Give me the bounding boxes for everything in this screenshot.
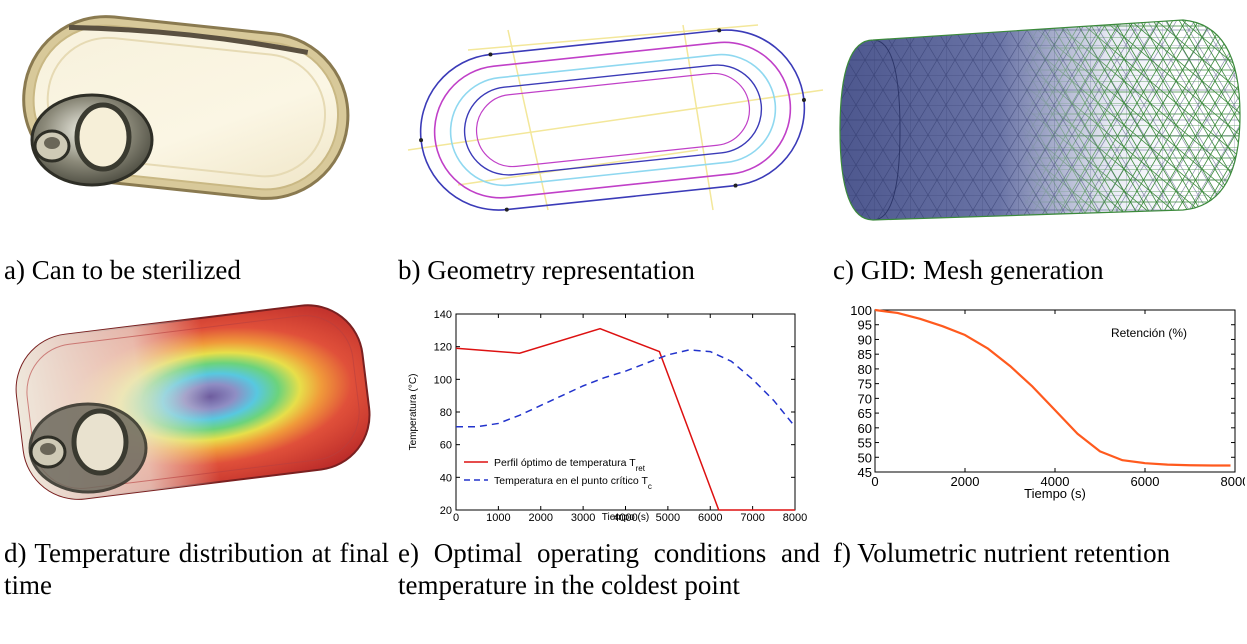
y-tick-label: 140 <box>434 309 452 321</box>
x-tick-label: 3000 <box>571 512 595 524</box>
x-axis-label: Tiempo (s) <box>1024 486 1086 501</box>
y-tick-label: 80 <box>440 407 452 419</box>
y-tick-label: 20 <box>440 505 452 517</box>
legend-label-1: Retención (%) <box>1111 326 1187 340</box>
y-tick-label: 70 <box>858 391 872 406</box>
y-tick-label: 120 <box>434 342 452 354</box>
x-tick-label: 8000 <box>1221 474 1245 489</box>
pull-ring-icon <box>30 93 154 187</box>
plot-frame <box>455 313 796 511</box>
series-line-1 <box>455 327 795 511</box>
x-tick-label: 6000 <box>1131 474 1160 489</box>
y-tick-label: 45 <box>858 465 872 480</box>
x-tick-label: 2000 <box>951 474 980 489</box>
y-tick-label: 80 <box>858 362 872 377</box>
series-line-1 <box>874 308 1231 467</box>
caption-e: e) Optimal operating conditions and temp… <box>398 538 820 600</box>
legend-label-1: Perfil óptimo de temperatura Tret <box>494 457 646 473</box>
pull-ring-icon <box>28 402 148 494</box>
series-line-2 <box>456 349 796 428</box>
y-tick-label: 60 <box>440 440 452 452</box>
y-tick-label: 55 <box>858 436 872 451</box>
y-tick-label: 90 <box>858 332 872 347</box>
x-tick-label: 1000 <box>486 512 510 524</box>
geometry-wireframe <box>407 24 824 212</box>
y-tick-label: 85 <box>858 347 872 362</box>
x-tick-label: 4000 <box>613 512 637 524</box>
y-tick-label: 75 <box>858 377 872 392</box>
caption-d: d) Temperature distribution at final tim… <box>4 538 389 600</box>
caption-a: a) Can to be sterilized <box>4 255 241 285</box>
caption-b: b) Geometry representation <box>398 255 695 285</box>
caption-f: f) Volumetric nutrient retention <box>833 538 1171 568</box>
legend-label-2: Temperatura en el punto crítico Tc <box>494 475 652 491</box>
x-tick-label: 0 <box>453 512 459 524</box>
caption-c: c) GID: Mesh generation <box>833 255 1104 285</box>
temperature-distribution <box>15 304 371 500</box>
y-tick-label: 100 <box>850 303 872 318</box>
y-tick-label: 50 <box>858 450 872 465</box>
y-tick-label: 65 <box>858 406 872 421</box>
y-tick-label: 100 <box>434 374 452 386</box>
x-tick-label: 5000 <box>656 512 680 524</box>
can-photo <box>22 15 350 200</box>
x-tick-label: 2000 <box>529 512 553 524</box>
chart-nutrient-retention: 0 2000 4000 6000 8000 45505560657075808590951… <box>850 303 1245 501</box>
x-tick-label: 6000 <box>698 512 722 524</box>
y-tick-label: 60 <box>858 421 872 436</box>
mesh-cylinder <box>839 19 1241 221</box>
x-axis-label: Tiempo (s) <box>602 512 649 523</box>
y-axis-label: Temperatura (°C) <box>408 374 419 451</box>
y-tick-label: 95 <box>858 318 872 333</box>
plot-frame <box>874 309 1236 473</box>
y-tick-label: 40 <box>440 472 452 484</box>
x-tick-label: 0 <box>871 474 878 489</box>
x-tick-label: 7000 <box>740 512 764 524</box>
x-tick-label: 4000 <box>1041 474 1070 489</box>
x-tick-label: 8000 <box>783 512 807 524</box>
chart-optimal-temperature: 0 1000 2000 3000 4000 5000 6000 7000 8000 20 40 60 8… <box>408 309 807 524</box>
